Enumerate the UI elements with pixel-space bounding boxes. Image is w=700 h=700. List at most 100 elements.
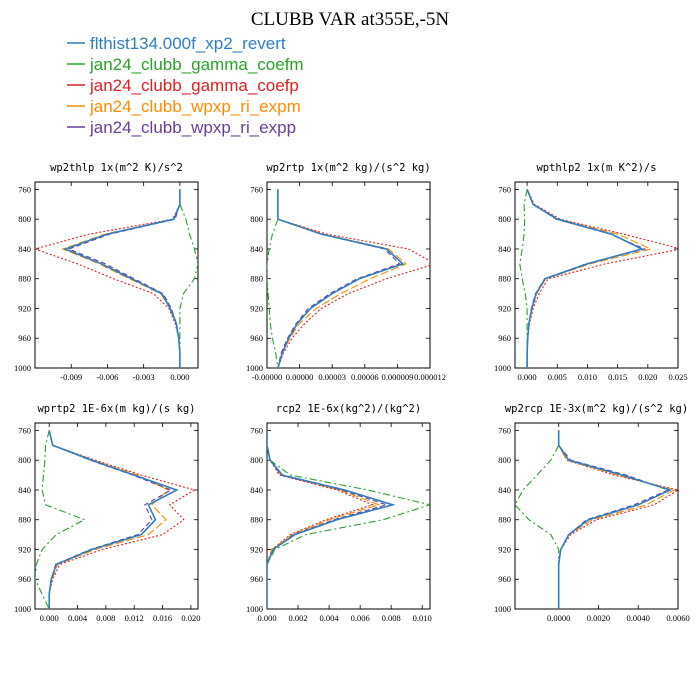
ytick-label: 760 — [18, 184, 31, 194]
ytick-label: 920 — [250, 544, 263, 554]
ytick-label: 840 — [18, 485, 31, 495]
ytick-label: 760 — [498, 184, 511, 194]
series-line-3 — [61, 189, 181, 368]
panel-title-4: rcp2 1E-6x(kg^2)/(kg^2) — [276, 403, 421, 415]
ytick-label: 960 — [18, 574, 31, 584]
xtick-label: 0.005 — [548, 372, 567, 382]
ytick-label: 880 — [250, 274, 263, 284]
series-line-2 — [558, 430, 678, 609]
panel-0: wp2thlp 1x(m^2 K)/s^2 760 800 840 880 920 960 1… — [14, 162, 199, 382]
xtick-label: 0.000 — [40, 613, 59, 623]
xtick-label: -0.009 — [60, 372, 82, 382]
panel-1: wp2rtp 1x(m^2 kg)/(s^2 kg)760 800 840 880 92… — [246, 162, 446, 382]
ytick-label: 880 — [250, 515, 263, 525]
panel-title-0: wp2thlp 1x(m^2 K)/s^2 — [50, 162, 183, 174]
series-line-2 — [277, 189, 430, 368]
ytick-label: 920 — [250, 303, 263, 313]
ytick-label: 920 — [18, 303, 31, 313]
ytick-label: 800 — [18, 455, 31, 465]
series-line-4 — [558, 430, 670, 609]
xtick-label: 0.025 — [668, 372, 687, 382]
series-line-1 — [179, 189, 198, 368]
xtick-label: 0.015 — [608, 372, 627, 382]
series-line-2 — [526, 189, 678, 368]
series-line-3 — [48, 430, 170, 609]
legend-entry-2: jan24_clubb_gamma_coefp — [89, 76, 299, 95]
ytick-label: 800 — [250, 214, 263, 224]
xtick-label: 0.00006 — [351, 372, 379, 382]
ytick-label: 960 — [250, 333, 263, 343]
xtick-label: 0.000 — [170, 372, 189, 382]
ytick-label: 920 — [498, 544, 511, 554]
panel-title-1: wp2rtp 1x(m^2 kg)/(s^2 kg) — [266, 162, 430, 174]
ytick-label: 880 — [18, 274, 31, 284]
ytick-label: 840 — [250, 485, 263, 495]
xtick-label: 0.010 — [578, 372, 597, 382]
ytick-label: 760 — [250, 425, 263, 435]
panels: wp2thlp 1x(m^2 K)/s^2 760 800 840 880 920 960 1… — [14, 162, 690, 623]
xtick-label: -0.006 — [96, 372, 118, 382]
ytick-label: 760 — [18, 425, 31, 435]
series-line-1 — [267, 430, 430, 609]
xtick-label: 0.000009 — [381, 372, 413, 382]
series-line-0 — [267, 430, 396, 609]
panel-2: wpthlp2 1x(m K^2)/s 760 800 840 880 920 960 100… — [494, 162, 688, 382]
legend-entry-0: flthist134.000f_xp2_revert — [90, 34, 286, 53]
series-line-4 — [67, 189, 181, 368]
ytick-label: 880 — [498, 274, 511, 284]
series-line-3 — [558, 430, 676, 609]
xtick-label: 0.020 — [638, 372, 657, 382]
series-line-4 — [277, 189, 401, 368]
series-line-3 — [267, 430, 381, 609]
panel-frame-4 — [266, 422, 431, 610]
series-line-1 — [519, 189, 528, 368]
ytick-label: 840 — [250, 244, 263, 254]
xtick-label: 0.020 — [181, 613, 200, 623]
ytick-label: 760 — [498, 425, 511, 435]
ytick-label: 840 — [498, 485, 511, 495]
panel-3: wprtp2 1E-6x(m kg)/(s kg) 760 800 840 880 920… — [14, 403, 200, 623]
panel-frame-2 — [514, 181, 679, 369]
xtick-label: 0.008 — [96, 613, 115, 623]
panel-frame-1 — [266, 181, 431, 369]
ytick-label: 840 — [498, 244, 511, 254]
panel-title-5: wp2rcp 1E-3x(m^2 kg)/(s^2 kg) — [505, 403, 688, 415]
panel-5: wp2rcp 1E-3x(m^2 kg)/(s^2 kg) 760 800 840 88… — [494, 403, 690, 623]
ytick-label: 960 — [18, 333, 31, 343]
xtick-label: 0.0000 — [547, 613, 570, 623]
ytick-label: 800 — [498, 214, 511, 224]
legend-entry-3: jan24_clubb_wpxp_ri_expm — [89, 97, 301, 116]
xtick-label: 0.010 — [413, 613, 432, 623]
legend-entry-4: jan24_clubb_wpxp_ri_expp — [89, 118, 296, 137]
ytick-label: 1000 — [494, 363, 511, 373]
ytick-label: 1000 — [14, 604, 31, 614]
xtick-label: 0.0020 — [587, 613, 610, 623]
panel-frame-5 — [514, 422, 679, 610]
xtick-label: 0.000 — [518, 372, 537, 382]
series-line-0 — [277, 189, 405, 368]
xtick-label: -0.00000 — [252, 372, 282, 382]
ytick-label: 1000 — [246, 363, 263, 373]
ytick-label: 1000 — [14, 363, 31, 373]
series-line-0 — [48, 430, 179, 609]
ytick-label: 800 — [18, 214, 31, 224]
panel-title-2: wpthlp2 1x(m K^2)/s — [536, 162, 656, 174]
series-line-4 — [48, 430, 173, 609]
ytick-label: 960 — [250, 574, 263, 584]
series-line-2 — [35, 189, 181, 368]
series-line-1 — [35, 430, 86, 609]
series-line-2 — [267, 430, 375, 609]
xtick-label: 0.004 — [68, 613, 88, 623]
panel-frame-3 — [34, 422, 199, 610]
ytick-label: 840 — [18, 244, 31, 254]
ytick-label: 1000 — [494, 604, 511, 614]
series-line-0 — [526, 189, 645, 368]
ytick-label: 880 — [18, 515, 31, 525]
panel-frame-0 — [34, 181, 199, 369]
legend: flthist134.000f_xp2_revert jan24_clubb_ga… — [67, 34, 304, 137]
series-line-1 — [267, 189, 279, 368]
panel-4: rcp2 1E-6x(kg^2)/(kg^2) 760 800 840 880 920 96… — [246, 403, 432, 623]
ytick-label: 1000 — [246, 604, 263, 614]
xtick-label: 0.002 — [288, 613, 307, 623]
